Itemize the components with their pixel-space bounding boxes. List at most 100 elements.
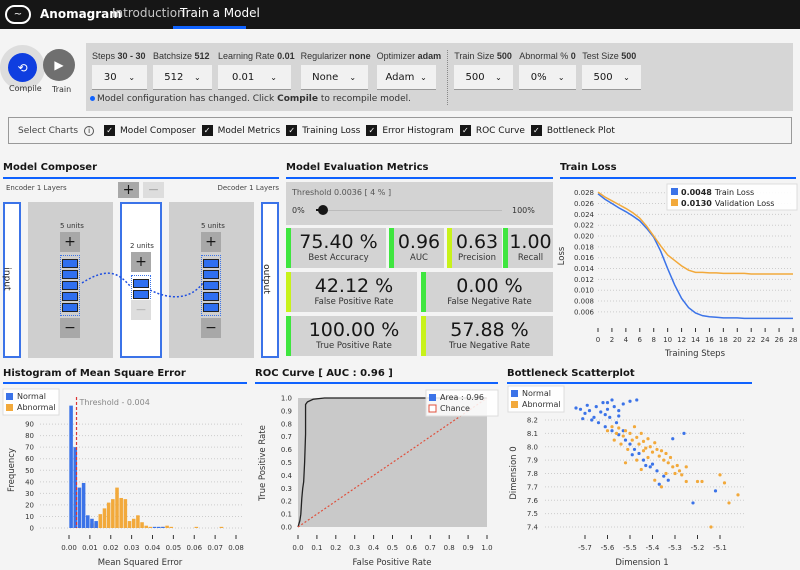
x-tick-label: -5.4 [646, 544, 660, 552]
histogram-bar [98, 514, 103, 528]
param-group-0: Steps 30 - 30 30 ⌄ [92, 50, 147, 90]
param-select-3[interactable]: None ⌄ [300, 65, 368, 90]
train-button[interactable]: ▶ [43, 49, 75, 81]
x-tick-label: 0 [596, 336, 600, 344]
histogram-bar [194, 526, 199, 528]
x-tick-label: 0.05 [166, 544, 182, 552]
message-bold: Compile [277, 94, 318, 104]
encoder-add-unit-button[interactable]: + [60, 232, 80, 252]
checkmark-icon: ✓ [366, 125, 378, 136]
legend-swatch [428, 404, 437, 413]
legend-swatch [671, 199, 678, 206]
chart-checkbox-0[interactable]: ✓ Model Composer [104, 125, 196, 136]
roc-title: ROC Curve [ AUC : 0.96 ] [255, 368, 393, 379]
decoder-remove-unit-button[interactable]: − [201, 318, 221, 338]
y-tick-label: 70 [25, 444, 34, 452]
chart-checkbox-5[interactable]: ✓ Bottleneck Plot [530, 125, 615, 136]
metric-label: False Negative Rate [447, 297, 532, 307]
y-tick-label: 7.9 [527, 457, 538, 465]
param-value: adam [417, 51, 442, 61]
metric-value: 0.63 [455, 231, 499, 253]
x-tick-label: -5.7 [578, 544, 592, 552]
x-tick-label: 10 [663, 336, 672, 344]
scatter-point-normal [666, 478, 670, 482]
slider-handle[interactable] [318, 205, 329, 215]
brand-name[interactable]: Anomagram [40, 7, 122, 21]
legend-label: Train Loss [714, 188, 754, 197]
x-tick-label: 0.4 [368, 544, 380, 552]
chart-checkbox-2[interactable]: ✓ Training Loss [286, 125, 360, 136]
selected-value: 500 [465, 71, 485, 83]
encoder-units-label: 5 units [60, 222, 84, 230]
param-select-6[interactable]: 0% ⌄ [519, 65, 577, 90]
param-select-7[interactable]: 500 ⌄ [582, 65, 642, 90]
param-select-4[interactable]: Adam ⌄ [376, 65, 436, 90]
scatter-point-normal [605, 401, 610, 405]
unit [62, 259, 78, 268]
compile-button[interactable]: ⟲ [8, 53, 37, 82]
x-tick-label: 0.07 [207, 544, 223, 552]
y-tick-label: 8.0 [527, 443, 538, 451]
y-tick-label: 0.006 [574, 308, 595, 316]
y-tick-label: 0.4 [281, 472, 293, 480]
x-tick-label: 18 [719, 336, 728, 344]
active-tab-indicator [173, 26, 246, 29]
encoder-remove-unit-button[interactable]: − [60, 318, 80, 338]
param-select-0[interactable]: 30 ⌄ [92, 65, 147, 90]
param-select-5[interactable]: 500 ⌄ [454, 65, 514, 90]
legend-entry: 0.0048 Train Loss [681, 188, 754, 197]
param-select-2[interactable]: 0.01 ⌄ [218, 65, 291, 90]
chart-checkbox-3[interactable]: ✓ Error Histogram [366, 125, 454, 136]
metric-label: Precision [458, 253, 496, 263]
legend-label: Validation Loss [715, 199, 775, 208]
info-icon[interactable]: i [84, 125, 95, 136]
scatter-point-normal [630, 453, 634, 457]
decoder-add-unit-button[interactable]: + [201, 232, 221, 252]
scatter-point-normal [574, 406, 578, 410]
nav-train-a-model[interactable]: Train a Model [180, 6, 260, 20]
chevron-down-icon: ⌄ [420, 72, 427, 82]
scatter-chart: 7.4 7.5 7.6 7.7 7.8 7.9 8.0 8.1 8.2 -5.7 -5.6 -5.5 -… [507, 385, 745, 568]
scatter-point-normal [603, 413, 607, 417]
scatter-point-abnormal [632, 425, 637, 429]
select-charts-label: Select Charts [18, 125, 79, 136]
histogram-bar [144, 525, 149, 528]
scatter-point-abnormal [722, 481, 727, 485]
metric-label: Best Accuracy [308, 253, 369, 263]
bottleneck-layer: 2 units + − [120, 202, 162, 358]
scatter-point-normal [641, 458, 646, 462]
decoder-units [201, 255, 221, 316]
bottleneck-remove-unit-button[interactable]: − [131, 300, 151, 320]
param-select-1[interactable]: 512 ⌄ [153, 65, 212, 90]
legend-swatch [511, 401, 518, 408]
selected-value: 0% [530, 71, 547, 83]
y-tick-label: 0.008 [574, 298, 594, 306]
section-underline [3, 177, 279, 179]
scatter-point-normal [644, 463, 648, 468]
add-layer-button[interactable]: + [118, 182, 139, 198]
checkbox-label: Error Histogram [382, 125, 454, 136]
y-tick-label: 60 [25, 455, 34, 463]
nav-introduction[interactable]: Introduction [112, 6, 185, 20]
x-tick-label: 16 [705, 336, 714, 344]
param-name: Batchsize [153, 51, 193, 61]
chart-checkbox-1[interactable]: ✓ Model Metrics [201, 125, 280, 136]
scatter-point-abnormal [671, 465, 675, 469]
threshold-slider[interactable] [316, 205, 502, 215]
unit [62, 292, 78, 301]
remove-layer-button[interactable]: − [143, 182, 164, 198]
bottleneck-add-unit-button[interactable]: + [131, 252, 151, 272]
chevron-down-icon: ⌄ [128, 72, 136, 82]
y-tick-label: 40 [25, 478, 34, 486]
scatter-point-normal [612, 405, 616, 409]
y-tick-label: 7.6 [527, 497, 539, 505]
chart-checkbox-4[interactable]: ✓ ROC Curve [459, 125, 525, 136]
histogram-bar [165, 525, 169, 528]
anomagram-logo-icon[interactable]: ~ [5, 5, 31, 24]
x-axis-label: Training Steps [664, 349, 726, 359]
scatter-point-abnormal [677, 469, 682, 473]
legend-label: Abnormal [522, 400, 561, 409]
param-name: Learning Rate [218, 51, 275, 61]
scatter-point-normal [594, 405, 598, 409]
unit [133, 279, 149, 288]
